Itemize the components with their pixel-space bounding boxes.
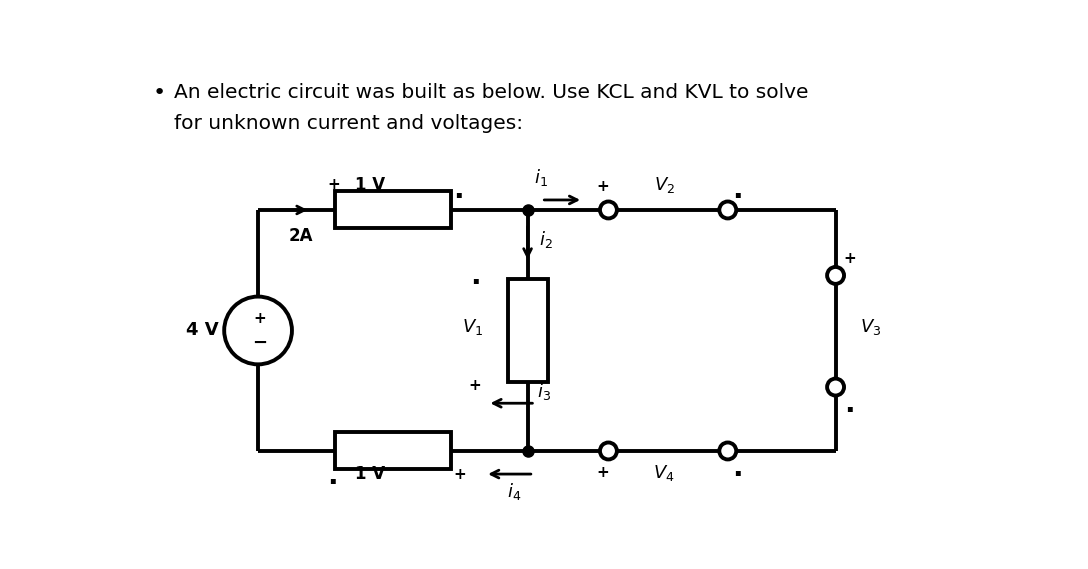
Text: $V_3$: $V_3$ [861, 318, 881, 337]
Text: +: + [469, 378, 482, 393]
Text: +: + [596, 179, 608, 195]
Bar [335, 432, 450, 469]
Text: .: . [732, 454, 742, 482]
Text: 1 V: 1 V [355, 176, 385, 193]
Text: +: + [843, 251, 856, 266]
Text: $i_3$: $i_3$ [536, 381, 551, 402]
Text: +: + [327, 177, 341, 192]
Text: $V_4$: $V_4$ [654, 463, 675, 483]
Text: .: . [844, 390, 855, 418]
Text: for unknown current and voltages:: for unknown current and voltages: [174, 114, 523, 133]
Text: −: − [252, 334, 268, 352]
Text: $V_1$: $V_1$ [461, 316, 483, 337]
Text: .: . [732, 176, 742, 204]
Bar [335, 192, 450, 228]
Text: +: + [453, 467, 466, 481]
Text: 2A: 2A [288, 227, 312, 245]
Text: +: + [596, 465, 608, 480]
Bar [507, 279, 547, 382]
Text: •: • [152, 83, 165, 103]
Text: $i_2$: $i_2$ [540, 229, 553, 250]
Text: $V_2$: $V_2$ [654, 175, 675, 195]
Text: 1 V: 1 V [355, 465, 385, 483]
Text: $i_4$: $i_4$ [507, 480, 521, 501]
Text: An electric circuit was built as below. Use KCL and KVL to solve: An electric circuit was built as below. … [174, 83, 808, 102]
Text: .: . [327, 461, 338, 489]
Text: 4 V: 4 V [186, 321, 219, 340]
Text: .: . [453, 176, 463, 204]
Text: $i_1$: $i_1$ [534, 167, 547, 188]
Text: +: + [254, 311, 265, 325]
Text: .: . [470, 262, 481, 290]
